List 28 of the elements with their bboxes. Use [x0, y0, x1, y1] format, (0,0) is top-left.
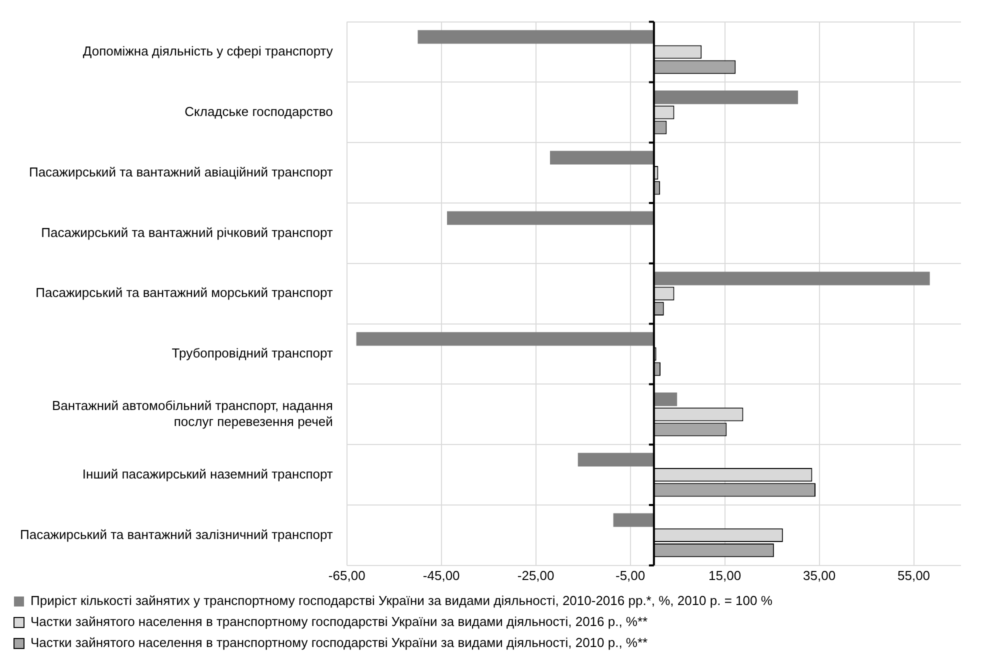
y-tick-label: Допоміжна діяльність у сфері транспорту	[82, 44, 334, 59]
bar	[613, 513, 654, 527]
y-tick-label: Інший пасажирський наземний транспорт	[82, 466, 333, 482]
bar	[654, 272, 930, 286]
bar	[550, 150, 654, 164]
legend-label: Частки зайнятого населення в транспортному господарстві України за видами діяльності, 2010 р., %**	[30, 635, 648, 650]
x-tick-label: -25,00	[517, 568, 554, 583]
y-tick-label: Пасажирський та вантажний морський транспорт	[36, 285, 333, 300]
legend-label: Приріст кількості зайнятих у транспортному господарстві України за видами діяльності, 2010-2016 рр.*, %, 2010 р. = 100 %	[30, 593, 773, 608]
x-tick-label: 35,00	[803, 568, 836, 583]
y-tick-label: Пасажирський та вантажний залізничний транспорт	[20, 526, 333, 542]
legend-label: Частки зайнятого населення в транспортному господарстві України за видами діяльності, 2016 р., %**	[30, 614, 648, 630]
x-tick-label: -45,00	[422, 568, 460, 583]
bar	[447, 211, 654, 225]
bar	[654, 392, 678, 406]
bar	[356, 332, 654, 346]
y-tick-label: Пасажирський та вантажний річковий транспорт	[41, 224, 333, 240]
y-tick-label: Вантажний автомобільний транспорт, надання послуг перевезення речей	[52, 398, 333, 429]
bar	[654, 90, 798, 104]
x-tick-label: 15,00	[708, 568, 742, 583]
bar	[578, 452, 654, 466]
y-tick-label: Трубопровідний транспорт	[172, 346, 333, 361]
x-tick-label: -5,00	[615, 568, 646, 583]
y-tick-label: Пасажирський та вантажний авіаційний транспорт	[28, 164, 333, 180]
y-tick-label: Складське господарство	[184, 104, 333, 119]
bar	[418, 30, 654, 44]
x-tick-label: 55,00	[897, 568, 930, 583]
x-tick-label: -65,00	[328, 568, 366, 583]
